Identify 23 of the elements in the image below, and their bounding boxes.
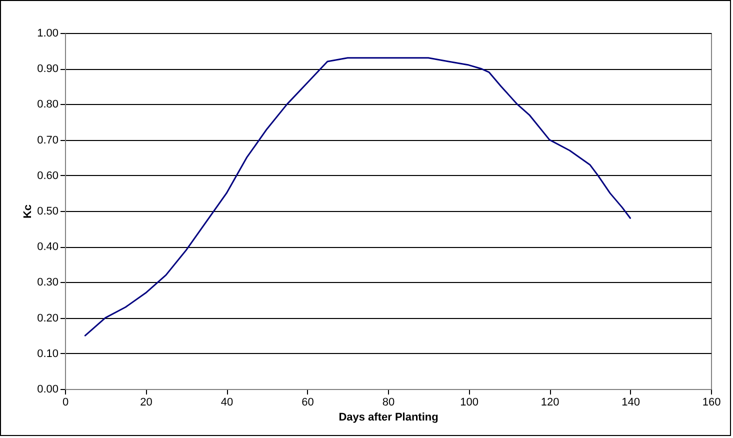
x-tick-label: 100 [460,396,478,408]
x-tick-label: 0 [62,396,69,408]
y-axis-title: Kc [22,204,34,219]
y-tick-label: 0.10 [37,348,58,360]
x-tick-label: 140 [622,396,640,408]
line-series [84,57,631,336]
x-tick-label: 160 [702,396,721,408]
y-tick-label: 0.30 [37,276,58,289]
y-tick-label: 0.20 [37,312,58,324]
x-axis-title: Days after Planting [338,412,438,424]
y-tick-label: 0.70 [37,134,58,146]
y-tick-label: 0.00 [37,384,58,396]
y-tick-label: 0.50 [37,206,58,218]
x-tick-label: 80 [382,396,395,408]
x-tick-label: 120 [540,396,560,408]
x-tick-label: 60 [302,396,314,408]
y-tick-label: 0.80 [37,98,58,111]
x-tick-label: 20 [140,396,152,408]
y-tick-label: 0.90 [37,63,58,76]
y-tick-label: 0.40 [37,241,58,254]
y-tick-label: 0.60 [37,170,58,182]
x-tick-label: 40 [220,396,234,408]
y-tick-label: 1.00 [37,28,58,40]
